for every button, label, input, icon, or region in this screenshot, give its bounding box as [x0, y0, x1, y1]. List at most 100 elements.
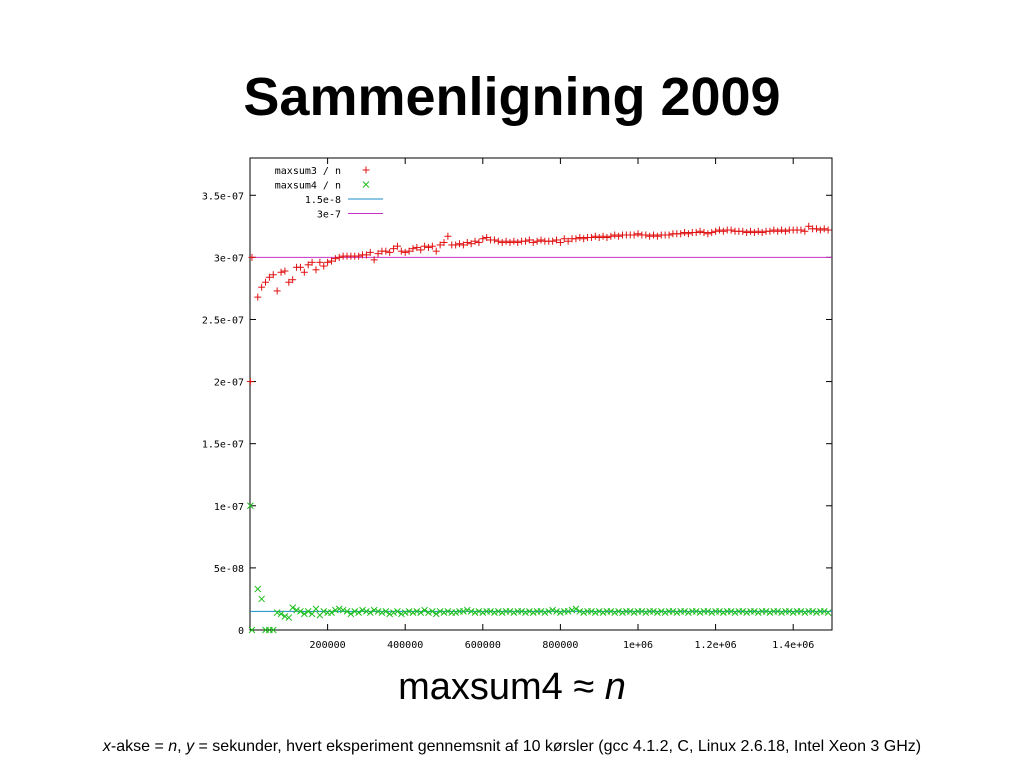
- cross-b: [720, 609, 727, 616]
- cross-b: [494, 608, 502, 615]
- data-point-maxsum4: [285, 614, 293, 621]
- cross-b: [785, 608, 793, 615]
- cross-b: [751, 608, 758, 615]
- cross-b: [479, 609, 487, 616]
- data-point-maxsum4: [444, 608, 452, 615]
- data-point-maxsum4: [549, 606, 556, 614]
- data-point-maxsum3: [459, 241, 467, 249]
- data-point-maxsum4: [382, 608, 390, 615]
- data-point-maxsum3: [428, 242, 436, 250]
- y-tick-label: 1.5e-07: [202, 440, 244, 451]
- data-point-maxsum4: [312, 605, 320, 613]
- cross-b: [444, 608, 452, 615]
- data-point-maxsum3: [653, 232, 661, 240]
- data-point-maxsum3: [390, 245, 398, 253]
- data-point-maxsum4: [494, 608, 502, 615]
- data-point-maxsum4: [440, 609, 448, 616]
- data-point-maxsum3: [320, 262, 328, 270]
- data-point-maxsum4: [650, 608, 657, 615]
- data-point-maxsum3: [816, 226, 824, 234]
- cross-b: [320, 608, 328, 615]
- data-point-maxsum3: [766, 227, 774, 235]
- cross-b: [362, 181, 370, 188]
- data-point-maxsum3: [479, 235, 487, 243]
- cross-b: [572, 605, 580, 613]
- data-point-maxsum3: [296, 263, 304, 271]
- cross-b: [564, 608, 572, 615]
- cross-b: [661, 609, 669, 616]
- cross-b: [487, 608, 494, 615]
- cross-b: [607, 608, 615, 615]
- cross-b: [463, 606, 471, 614]
- data-point-maxsum4: [363, 608, 370, 615]
- cross-b: [328, 609, 335, 616]
- cross-b: [619, 609, 626, 616]
- data-point-maxsum3: [521, 237, 529, 245]
- cross-b: [743, 609, 750, 616]
- cross-b: [339, 606, 347, 614]
- cross-b: [568, 606, 576, 614]
- data-point-maxsum4: [630, 609, 638, 616]
- data-point-maxsum4: [475, 608, 483, 615]
- footnote-part3: = sekunder, hvert eksperiment gennemsnit…: [194, 738, 922, 755]
- cross-b: [557, 609, 564, 616]
- data-point-maxsum3: [490, 236, 498, 244]
- cross-b: [440, 609, 448, 616]
- cross-b: [370, 606, 378, 614]
- data-point-maxsum4: [743, 609, 750, 616]
- x-tick-label: 200000: [310, 640, 346, 651]
- data-point-maxsum3: [650, 231, 658, 239]
- data-point-maxsum3: [370, 256, 378, 264]
- data-point-maxsum4: [813, 609, 820, 616]
- y-tick-label: 2.5e-07: [202, 315, 244, 326]
- cross-b: [374, 608, 382, 615]
- data-point-maxsum3: [355, 252, 363, 260]
- data-point-maxsum4: [754, 609, 762, 616]
- data-point-maxsum3: [409, 245, 417, 253]
- data-point-maxsum4: [304, 608, 312, 615]
- data-point-maxsum3: [549, 237, 557, 245]
- cross-b: [537, 608, 545, 615]
- data-point-maxsum3: [747, 227, 755, 235]
- legend-plus-marker: [362, 166, 370, 174]
- data-point-maxsum3: [533, 237, 541, 245]
- data-point-maxsum3: [630, 231, 638, 239]
- data-point-maxsum4: [300, 610, 308, 618]
- cross-b: [289, 604, 297, 611]
- data-point-maxsum4: [607, 608, 615, 615]
- cross-b: [549, 606, 556, 614]
- data-point-maxsum3: [471, 237, 479, 245]
- data-point-maxsum3: [506, 238, 514, 246]
- data-point-maxsum4: [432, 610, 440, 618]
- cross-b: [754, 609, 762, 616]
- data-point-maxsum3: [560, 235, 568, 243]
- data-point-maxsum3: [572, 235, 580, 243]
- cross-b: [351, 608, 359, 615]
- data-point-maxsum4: [421, 606, 428, 614]
- data-point-maxsum4: [696, 609, 704, 616]
- cross-b: [553, 608, 560, 615]
- data-point-maxsum4: [642, 609, 650, 616]
- data-point-maxsum3: [754, 227, 762, 235]
- data-point-maxsum3: [510, 237, 518, 245]
- data-point-maxsum4: [386, 610, 394, 618]
- cross-b: [285, 614, 293, 621]
- cross-b: [813, 609, 820, 616]
- data-point-maxsum4: [820, 608, 828, 615]
- data-point-maxsum4: [797, 608, 805, 615]
- data-point-maxsum4: [460, 608, 467, 615]
- cross-b: [626, 608, 634, 615]
- data-point-maxsum3: [432, 247, 440, 255]
- data-point-maxsum4: [599, 609, 607, 616]
- data-point-maxsum4: [529, 609, 537, 616]
- data-point-maxsum4: [487, 608, 494, 615]
- cross-b: [789, 609, 797, 616]
- cross-b: [588, 608, 595, 615]
- data-point-maxsum3: [599, 232, 607, 240]
- data-point-maxsum3: [580, 235, 588, 243]
- data-point-maxsum3: [498, 238, 506, 246]
- data-point-maxsum4: [471, 609, 479, 616]
- cross-b: [254, 585, 262, 593]
- cross-b: [304, 608, 312, 615]
- cross-b: [258, 595, 265, 603]
